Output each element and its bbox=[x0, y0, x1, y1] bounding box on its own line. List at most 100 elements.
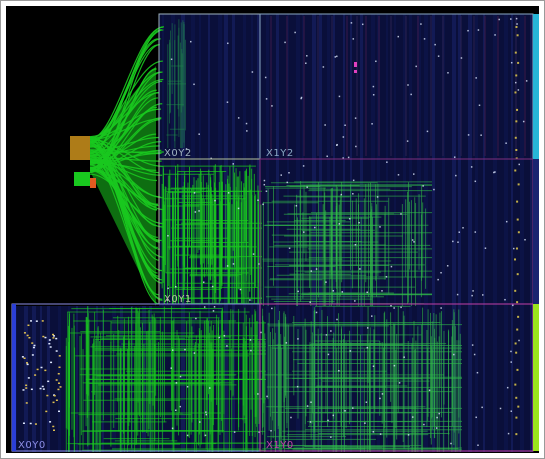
cell-marker bbox=[246, 130, 248, 132]
cell-marker bbox=[482, 294, 484, 296]
cell-marker bbox=[58, 410, 61, 413]
io-bank bbox=[70, 136, 90, 160]
cell-marker bbox=[453, 353, 455, 356]
cell-marker bbox=[26, 363, 29, 366]
cell-marker bbox=[446, 265, 449, 267]
cell-marker bbox=[31, 354, 34, 356]
io-bank-lower bbox=[74, 172, 90, 186]
cell-marker bbox=[514, 81, 517, 84]
highlight-cell bbox=[354, 62, 357, 67]
cell-marker bbox=[314, 226, 316, 229]
cell-marker bbox=[218, 336, 221, 339]
cell-marker bbox=[306, 405, 309, 407]
io-pin bbox=[516, 328, 519, 331]
cell-marker bbox=[33, 344, 36, 347]
cell-marker bbox=[354, 117, 357, 119]
cell-marker bbox=[258, 263, 260, 265]
cell-marker bbox=[365, 401, 368, 403]
cell-marker bbox=[366, 327, 369, 329]
fabric-column bbox=[504, 14, 508, 452]
fabric-column bbox=[442, 14, 445, 452]
cell-marker bbox=[475, 416, 477, 419]
cell-marker bbox=[52, 335, 55, 337]
column-highlight-blue bbox=[12, 304, 16, 451]
cell-marker bbox=[349, 350, 352, 352]
cell-marker bbox=[493, 171, 495, 174]
cell-marker bbox=[48, 339, 51, 341]
cell-marker bbox=[239, 288, 242, 291]
cell-marker bbox=[303, 231, 305, 233]
cell-marker bbox=[175, 382, 178, 384]
fabric-column bbox=[24, 306, 28, 452]
cell-marker bbox=[39, 387, 42, 390]
cell-marker bbox=[518, 339, 520, 342]
cell-marker bbox=[42, 388, 45, 390]
cell-marker bbox=[226, 345, 228, 347]
cell-marker bbox=[364, 422, 366, 424]
cell-marker bbox=[189, 40, 192, 43]
io-pin bbox=[517, 61, 520, 64]
cell-marker bbox=[250, 349, 252, 352]
cell-marker bbox=[453, 156, 456, 158]
cell-marker bbox=[344, 124, 346, 127]
io-pin bbox=[515, 157, 518, 160]
cell-marker bbox=[510, 361, 512, 363]
cell-marker bbox=[203, 306, 206, 308]
fabric-column bbox=[483, 14, 485, 452]
cell-marker bbox=[179, 405, 182, 408]
io-pin bbox=[515, 148, 518, 151]
cell-marker bbox=[438, 412, 440, 415]
cell-marker bbox=[506, 386, 509, 389]
cell-marker bbox=[411, 239, 414, 241]
cell-marker bbox=[518, 163, 520, 166]
cell-marker bbox=[167, 235, 169, 237]
route-bundle bbox=[90, 66, 156, 306]
cell-marker bbox=[227, 192, 230, 194]
cell-marker bbox=[517, 89, 520, 91]
cell-marker bbox=[199, 421, 201, 423]
cell-marker bbox=[209, 387, 211, 389]
cell-marker bbox=[297, 338, 299, 340]
cell-marker bbox=[171, 427, 174, 430]
device-view[interactable]: X0Y2 X1Y2 X0Y1 X0Y0 X1Y0 bbox=[6, 6, 539, 453]
io-pin bbox=[515, 416, 518, 419]
cell-marker bbox=[34, 374, 37, 376]
device-floorplan[interactable] bbox=[6, 6, 539, 453]
fabric-column bbox=[458, 14, 461, 452]
cell-marker bbox=[473, 353, 476, 356]
fabric-column bbox=[432, 14, 435, 452]
cell-marker bbox=[480, 134, 482, 136]
cell-marker bbox=[264, 76, 267, 79]
cell-marker bbox=[36, 368, 39, 371]
cell-marker bbox=[372, 94, 375, 96]
fabric-column bbox=[493, 14, 497, 452]
cell-marker bbox=[440, 271, 442, 274]
cell-marker bbox=[325, 281, 327, 283]
cell-marker bbox=[413, 241, 415, 243]
io-pin bbox=[516, 273, 519, 276]
cell-marker bbox=[226, 265, 229, 267]
cell-marker bbox=[379, 433, 382, 435]
cell-marker bbox=[249, 299, 251, 301]
fabric-column bbox=[32, 306, 36, 452]
cell-marker bbox=[49, 421, 52, 423]
cell-marker bbox=[25, 402, 28, 404]
cell-marker bbox=[386, 161, 388, 163]
io-bank-marker bbox=[70, 136, 96, 188]
cell-marker bbox=[481, 406, 483, 409]
cell-marker bbox=[406, 140, 409, 142]
cell-marker bbox=[476, 371, 479, 374]
cell-marker bbox=[359, 268, 361, 270]
cell-marker bbox=[170, 367, 172, 369]
fabric-column bbox=[475, 14, 478, 452]
region-label-x0y0: X0Y0 bbox=[18, 440, 46, 451]
fabric-column bbox=[520, 14, 524, 452]
cell-marker bbox=[205, 413, 208, 416]
cell-marker bbox=[434, 43, 436, 46]
cell-marker bbox=[55, 379, 58, 381]
cell-marker bbox=[393, 364, 396, 367]
io-pin bbox=[517, 315, 520, 318]
cell-marker bbox=[179, 375, 182, 378]
cell-marker bbox=[262, 203, 264, 206]
cell-marker bbox=[193, 352, 196, 354]
